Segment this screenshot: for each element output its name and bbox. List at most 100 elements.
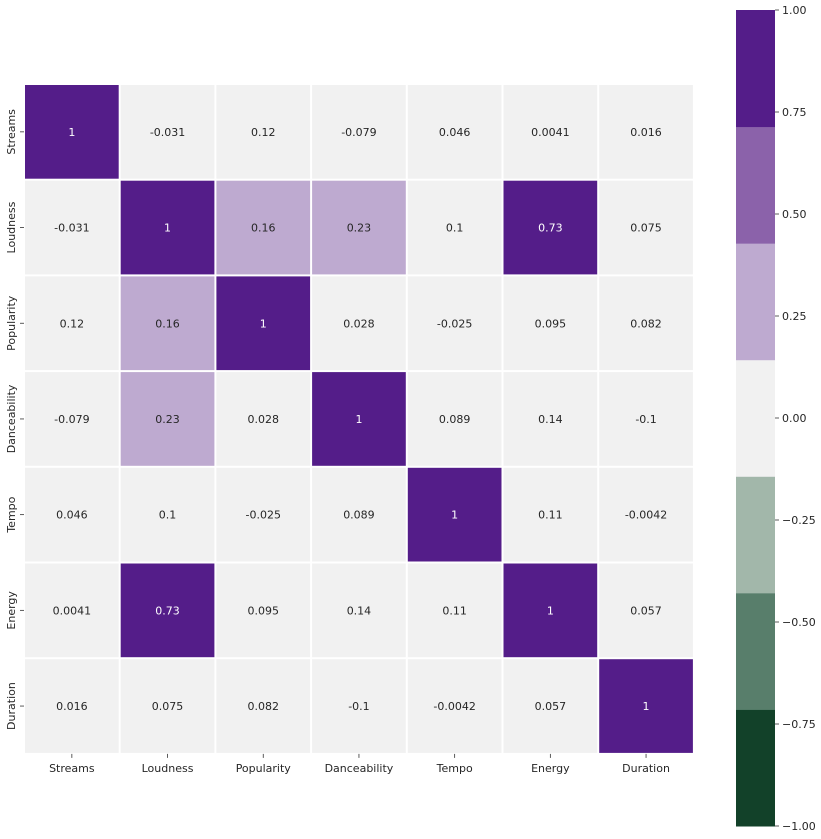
- heatmap-cell: [120, 659, 215, 753]
- heatmap-cell: [503, 372, 598, 466]
- y-tick-label: Loudness: [5, 201, 18, 253]
- colorbar-tick-label: −0.50: [782, 616, 816, 629]
- cell-value-label: 1: [68, 126, 75, 139]
- colorbar-segment: [736, 243, 775, 361]
- y-tick-label: Popularity: [5, 295, 18, 351]
- heatmap-cell: [503, 659, 598, 753]
- heatmap-cell: [216, 659, 311, 753]
- colorbar-tick-labels: −1.00 −0.75 −0.50 −0.25 0.00 0.25 0.50 0.75 1.00: [775, 4, 816, 833]
- heatmap-cell: [120, 276, 215, 371]
- heatmap-cell: [312, 85, 406, 179]
- heatmap-cell: [120, 85, 215, 179]
- cell-value-label: 0.028: [343, 317, 375, 330]
- heatmap-cell: [407, 180, 502, 275]
- heatmap-cell: [25, 659, 119, 753]
- heatmap-cell: [216, 180, 311, 275]
- cell-value-label: 0.057: [630, 604, 662, 617]
- cell-value-label: 0.016: [630, 126, 662, 139]
- x-tick-label: Popularity: [236, 762, 292, 775]
- heatmap-cell: [312, 372, 406, 466]
- y-tick-label: Energy: [5, 591, 18, 630]
- colorbar-segment: [736, 359, 775, 477]
- cell-value-label: 0.73: [538, 222, 563, 235]
- x-tick-label: Tempo: [436, 762, 473, 775]
- cell-value-label: -0.025: [246, 509, 281, 522]
- heatmap-cell: [312, 180, 406, 275]
- cell-value-label: -0.079: [54, 413, 89, 426]
- heatmap-cell: [407, 467, 502, 562]
- heatmap-cell: [25, 85, 119, 179]
- cell-value-label: 0.057: [535, 700, 567, 713]
- x-tick-label: Duration: [622, 762, 670, 775]
- cell-value-label: 0.1: [446, 222, 464, 235]
- colorbar: [736, 10, 775, 827]
- colorbar-tick-label: 1.00: [782, 4, 807, 17]
- colorbar-segment: [736, 709, 775, 827]
- cell-value-label: 0.14: [538, 413, 563, 426]
- heatmap-cell: [25, 372, 119, 466]
- cell-value-label: 0.11: [442, 604, 467, 617]
- cell-value-label: 0.028: [248, 413, 280, 426]
- heatmap-cell: [120, 372, 215, 466]
- x-tick-label: Danceability: [325, 762, 394, 775]
- heatmap-cell: [599, 180, 693, 275]
- cell-value-label: 0.12: [60, 317, 85, 330]
- cell-value-label: 1: [643, 700, 650, 713]
- cell-value-label: 0.16: [155, 317, 180, 330]
- cell-value-label: 0.089: [439, 413, 471, 426]
- heatmap-cell: [216, 276, 311, 371]
- colorbar-tick-label: 0.25: [782, 310, 807, 323]
- cell-value-label: 1: [260, 317, 267, 330]
- heatmap-cells: [25, 85, 693, 753]
- colorbar-tick-label: 0.50: [782, 208, 807, 221]
- heatmap-cell: [599, 276, 693, 371]
- cell-value-label: 1: [451, 509, 458, 522]
- cell-value-label: 0.075: [152, 700, 184, 713]
- heatmap-cell: [599, 563, 693, 658]
- cell-value-label: -0.025: [437, 317, 472, 330]
- cell-value-label: 0.14: [347, 604, 372, 617]
- heatmap-cell: [216, 467, 311, 562]
- x-axis-tick-labels: Streams Loudness Popularity Danceability Tem…: [49, 753, 670, 775]
- heatmap-cell: [407, 276, 502, 371]
- heatmap-cell: [216, 85, 311, 179]
- heatmap-cell-labels: 1 -0.031 0.12 -0.079 0.046 0.0041 0.016 -0.031 1…: [53, 126, 668, 713]
- cell-value-label: 0.046: [439, 126, 471, 139]
- cell-value-label: 0.095: [535, 317, 567, 330]
- heatmap-cell: [599, 659, 693, 753]
- heatmap-cell: [25, 276, 119, 371]
- heatmap-cell: [407, 85, 502, 179]
- heatmap-cell: [503, 467, 598, 562]
- cell-value-label: 0.1: [159, 509, 177, 522]
- cell-value-label: 1: [547, 604, 554, 617]
- heatmap-cell: [312, 276, 406, 371]
- heatmap-cell: [312, 563, 406, 658]
- cell-value-label: 0.046: [56, 509, 88, 522]
- colorbar-tick-label: 0.00: [782, 412, 807, 425]
- colorbar-segment: [736, 10, 775, 128]
- cell-value-label: -0.031: [150, 126, 185, 139]
- cell-value-label: -0.031: [54, 222, 89, 235]
- cell-value-label: 1: [164, 222, 171, 235]
- colorbar-tick-label: 0.75: [782, 106, 807, 119]
- y-axis-tick-labels: Streams Loudness Popularity Danceability Tem…: [5, 109, 24, 730]
- heatmap-cell: [312, 659, 406, 753]
- cell-value-label: 0.089: [343, 509, 375, 522]
- heatmap-cell: [120, 467, 215, 562]
- cell-value-label: 0.16: [251, 222, 276, 235]
- cell-value-label: 0.23: [155, 413, 180, 426]
- y-tick-label: Tempo: [5, 496, 18, 533]
- heatmap-cell: [599, 85, 693, 179]
- heatmap-cell: [25, 563, 119, 658]
- cell-value-label: 0.73: [155, 604, 180, 617]
- heatmap-cell: [503, 276, 598, 371]
- cell-value-label: 0.23: [347, 222, 372, 235]
- cell-value-label: 0.0041: [53, 604, 92, 617]
- x-tick-label: Energy: [531, 762, 570, 775]
- cell-value-label: 0.082: [248, 700, 280, 713]
- cell-value-label: 1: [355, 413, 362, 426]
- cell-value-label: 0.12: [251, 126, 276, 139]
- y-tick-label: Duration: [5, 682, 18, 730]
- cell-value-label: 0.0041: [531, 126, 570, 139]
